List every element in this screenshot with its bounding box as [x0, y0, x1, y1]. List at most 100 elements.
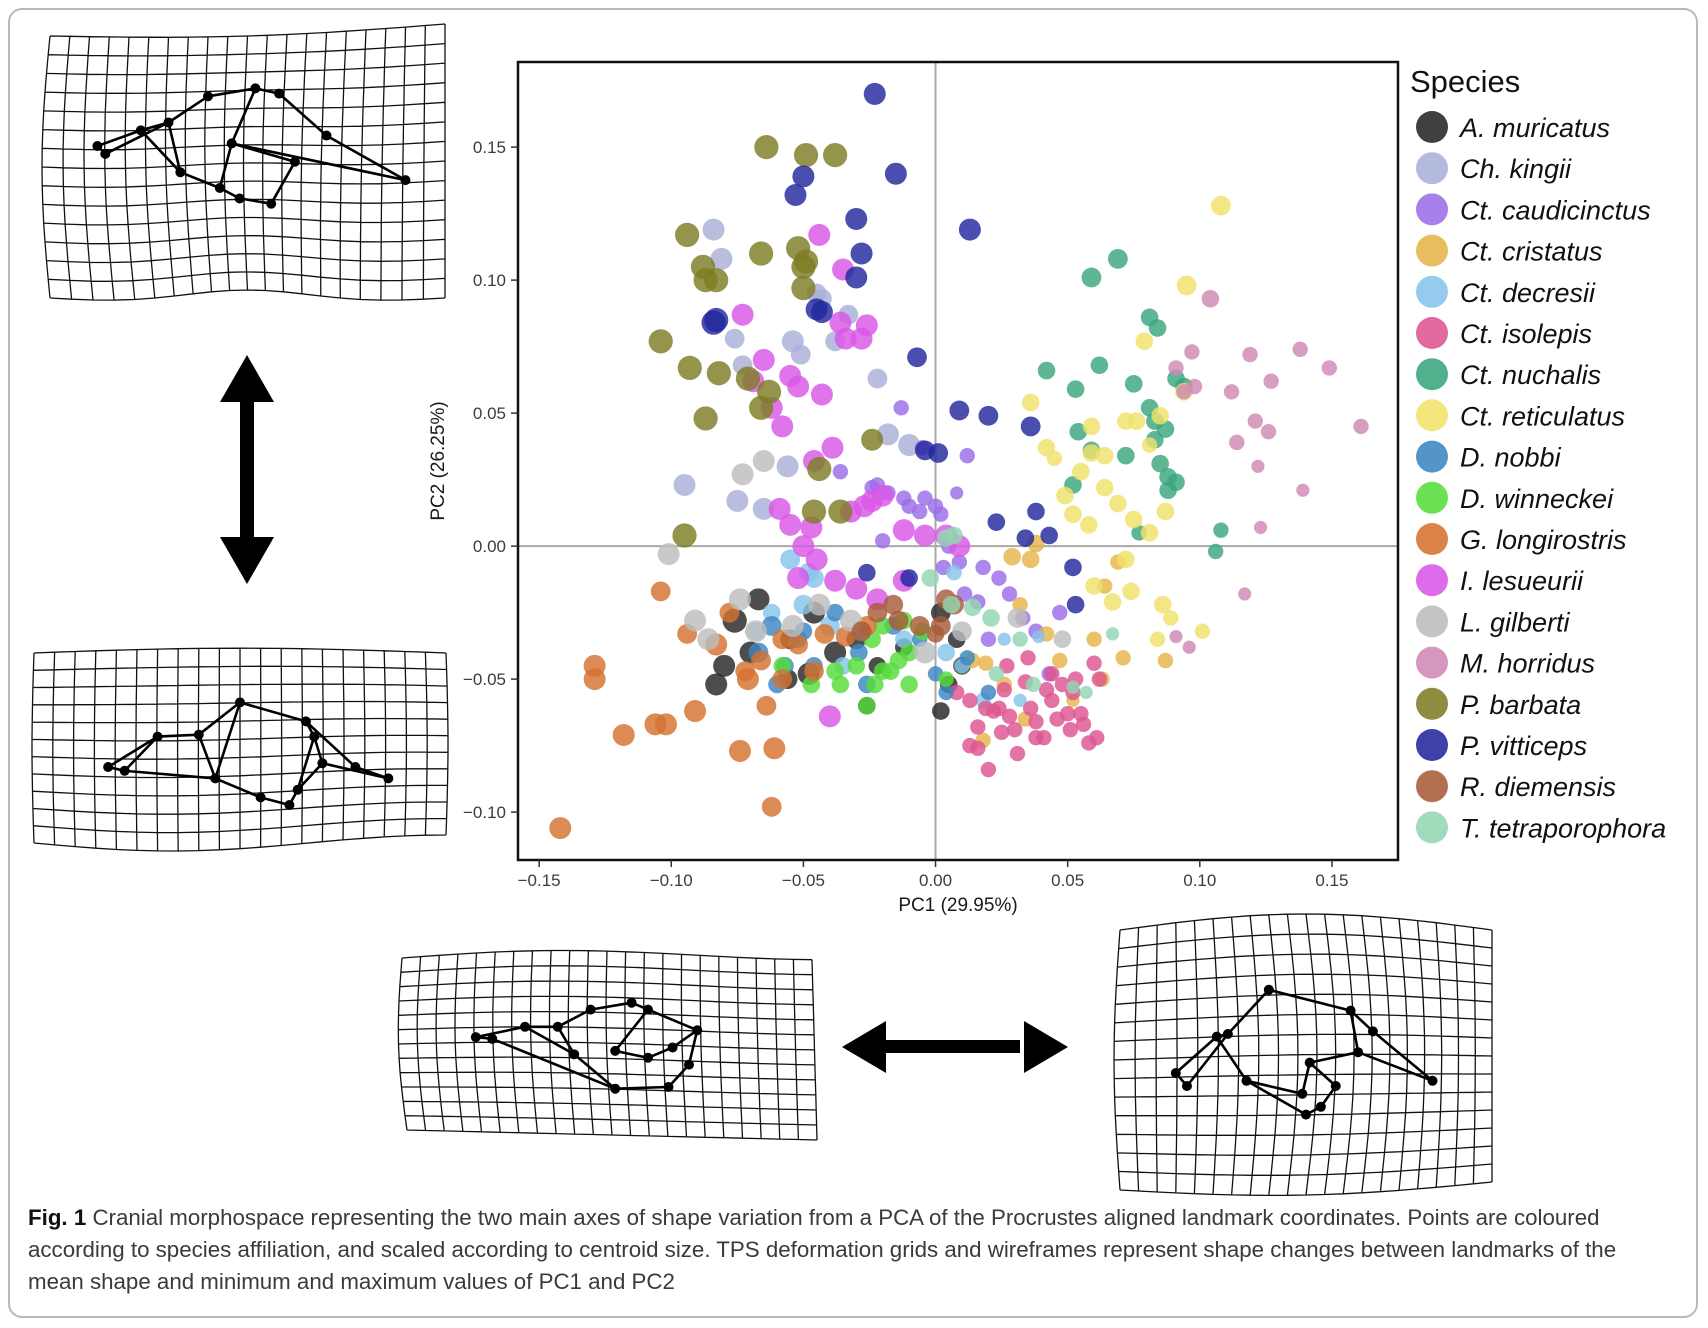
point-i-lesueurii [913, 524, 936, 547]
y-tick-label: −0.05 [463, 670, 506, 689]
landmark [1211, 1031, 1222, 1042]
species-legend: Species A. muricatus Ch. kingii Ct. caudic… [1410, 64, 1666, 844]
point-t-tetraporophora [988, 666, 1005, 682]
landmark [292, 784, 303, 795]
point-ct-caudicinctus [832, 463, 849, 480]
landmark [235, 697, 245, 708]
point-r-diemensis [867, 602, 888, 623]
landmark [1304, 1057, 1315, 1068]
point-ct-caudicinctus [980, 631, 997, 647]
landmark [255, 792, 266, 803]
landmark [1297, 1088, 1308, 1099]
point-m-horridus [1242, 346, 1258, 363]
point-d-winneckei [858, 696, 876, 715]
plot-border [516, 60, 1400, 862]
legend-label-ct-caudicinctus: Ct. caudicinctus [1460, 195, 1651, 225]
point-ct-reticulatus [1124, 510, 1143, 529]
legend-key-d-nobbi [1416, 440, 1448, 473]
legend-key-i-lesueurii [1416, 564, 1448, 597]
landmark [300, 716, 311, 727]
point-i-lesueurii [752, 348, 775, 371]
point-g-longirostris [756, 695, 777, 716]
point-m-horridus [1353, 418, 1369, 435]
point-p-barbata [749, 395, 774, 420]
point-ct-cristatus [1021, 550, 1040, 569]
point-ch-kingii [710, 247, 733, 270]
x-tick-label: −0.10 [650, 871, 693, 890]
point-r-diemensis [909, 616, 930, 636]
point-ct-reticulatus [1046, 450, 1063, 467]
point-ct-decresii [895, 630, 913, 649]
point-ct-reticulatus [1149, 631, 1166, 647]
landmark [663, 1082, 674, 1092]
point-m-horridus [1247, 413, 1263, 429]
point-p-vitticeps [1016, 529, 1035, 547]
point-ct-reticulatus [1117, 412, 1135, 430]
legend-title: Species [1410, 64, 1520, 99]
legend-label-ch-kingii: Ch. kingii [1460, 154, 1572, 184]
landmark [1330, 1081, 1341, 1091]
point-ct-nuchalis [1090, 356, 1109, 375]
legend-key-ct-isolepis [1416, 317, 1448, 349]
point-a-muricatus [932, 702, 950, 720]
point-p-vitticeps [784, 184, 807, 206]
point-ct-isolepis [1054, 676, 1071, 693]
grid-lines [1113, 913, 1493, 1197]
landmark [1301, 1109, 1311, 1120]
data-points [549, 82, 1369, 840]
point-ct-reticulatus [1109, 494, 1127, 513]
legend-key-ct-decresii [1416, 275, 1448, 308]
point-ct-nuchalis [1148, 319, 1167, 337]
pc1-double-arrow [842, 1021, 1068, 1073]
point-a-muricatus [747, 588, 770, 611]
point-ct-caudicinctus [917, 490, 933, 506]
point-a-muricatus [705, 673, 728, 696]
point-ct-cristatus [1157, 652, 1174, 669]
landmark [1222, 1029, 1233, 1039]
point-i-lesueurii [808, 223, 831, 246]
point-l-gilberti [657, 543, 680, 566]
point-i-lesueurii [779, 513, 802, 536]
point-ct-isolepis [1009, 745, 1026, 762]
point-ct-caudicinctus [991, 570, 1007, 586]
point-ch-kingii [702, 218, 725, 241]
point-g-longirostris [814, 624, 835, 644]
point-ch-kingii [726, 489, 749, 512]
landmark [210, 773, 221, 784]
point-p-vitticeps [805, 298, 828, 321]
point-p-vitticeps [1040, 526, 1058, 545]
x-axis-label: PC1 (29.95%) [898, 895, 1017, 916]
point-p-vitticeps [1027, 502, 1045, 521]
point-p-vitticeps [1066, 595, 1085, 614]
point-p-barbata [823, 143, 848, 168]
point-ct-reticulatus [1021, 393, 1040, 412]
point-ct-reticulatus [1135, 332, 1154, 351]
point-p-barbata [677, 355, 702, 380]
point-i-lesueurii [818, 705, 841, 728]
point-l-gilberti [744, 620, 767, 643]
point-ct-nuchalis [1117, 446, 1135, 465]
pc1-max-deformation-grid [1113, 913, 1493, 1197]
point-p-vitticeps [884, 162, 907, 185]
landmark [626, 997, 637, 1008]
point-m-horridus [1253, 520, 1268, 535]
point-p-barbata [801, 499, 827, 524]
point-ct-reticulatus [1117, 550, 1135, 569]
point-i-lesueurii [871, 484, 894, 507]
point-ct-isolepis [985, 703, 1002, 719]
landmark [643, 1052, 653, 1063]
point-l-gilberti [781, 614, 804, 637]
legend-label-d-nobbi: D. nobbi [1460, 443, 1562, 473]
legend-label-ct-nuchalis: Ct. nuchalis [1460, 360, 1601, 390]
landmark [1181, 1081, 1192, 1091]
y-tick-label: 0.10 [473, 271, 506, 290]
point-ct-caudicinctus [911, 503, 928, 520]
landmark [1367, 1026, 1378, 1037]
point-d-winneckei [900, 643, 918, 662]
landmark [684, 1059, 694, 1070]
point-p-vitticeps [958, 218, 981, 241]
point-p-vitticeps [701, 310, 726, 335]
point-p-vitticeps [900, 569, 918, 587]
point-ct-reticulatus [1095, 478, 1114, 497]
landmark [119, 765, 130, 776]
